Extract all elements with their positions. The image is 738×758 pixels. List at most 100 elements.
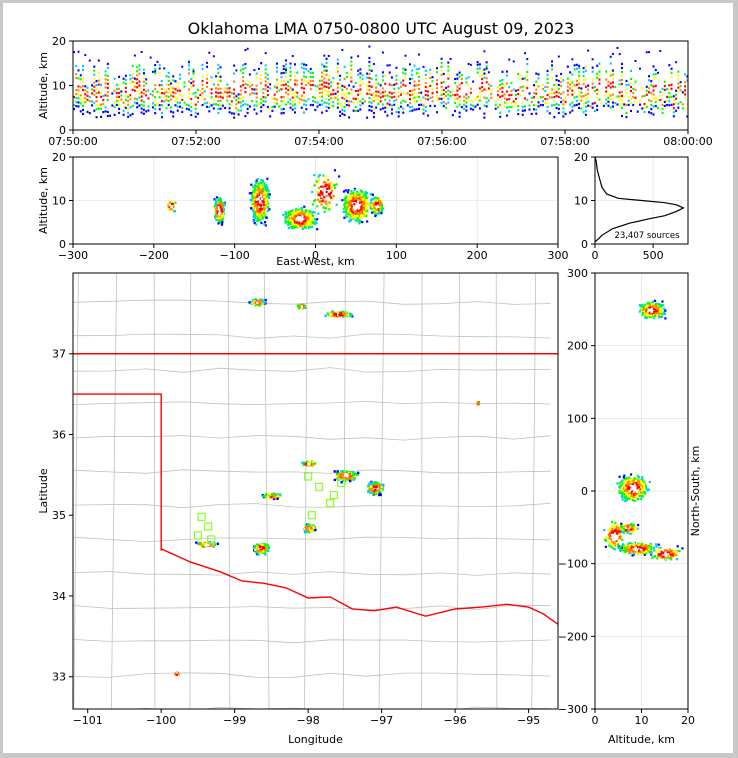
source-point (321, 79, 324, 82)
source-point (230, 92, 233, 95)
source-point (333, 169, 337, 172)
time-column (221, 92, 224, 107)
source-point (298, 305, 301, 308)
source-point (348, 104, 351, 107)
source-point (289, 218, 292, 222)
source-point (217, 103, 220, 107)
source-point (487, 71, 490, 74)
source-point (210, 76, 213, 79)
source-point (321, 71, 324, 74)
source-point (440, 65, 443, 68)
source-point (375, 199, 378, 202)
source-point (79, 98, 82, 101)
time-column (564, 96, 567, 116)
source-point (553, 99, 556, 103)
source-point (546, 101, 549, 105)
source-point (670, 95, 673, 98)
source-point (336, 82, 339, 85)
source-point (332, 97, 335, 100)
source-point (93, 77, 96, 80)
source-point (483, 88, 486, 91)
time-column (591, 58, 594, 109)
source-point (327, 74, 330, 77)
source-point (264, 88, 267, 91)
source-point (346, 200, 350, 203)
source-point (301, 461, 304, 464)
source-point (171, 202, 174, 206)
source-point (212, 99, 215, 102)
source-point (255, 100, 258, 103)
time-column (627, 83, 630, 106)
source-point (264, 80, 267, 83)
source-point (327, 86, 330, 89)
source-point (447, 77, 450, 80)
time-column (181, 65, 184, 114)
source-point (557, 111, 560, 115)
source-point (368, 64, 371, 68)
source-point (311, 190, 314, 194)
time-column (318, 79, 321, 106)
source-point (324, 207, 328, 210)
source-point (611, 73, 614, 76)
source-point (684, 89, 687, 92)
source-point (508, 58, 511, 61)
source-point (429, 104, 432, 108)
source-point (578, 64, 581, 67)
source-point (75, 76, 78, 80)
source-point (75, 97, 78, 100)
time-column (404, 54, 407, 103)
time-column (316, 85, 319, 108)
source-point (598, 78, 601, 81)
source-point (346, 207, 349, 210)
time-column (510, 81, 513, 109)
source-point (220, 206, 224, 209)
source-point (253, 88, 256, 91)
source-point (284, 75, 287, 78)
time-column (569, 71, 572, 114)
source-point (206, 85, 209, 88)
source-point (256, 205, 259, 208)
source-point (259, 197, 262, 200)
source-point (305, 64, 308, 67)
source-point (393, 103, 396, 106)
source-point (634, 100, 637, 103)
source-point (77, 89, 80, 92)
figure-title: Oklahoma LMA 0750-0800 UTC August 09, 20… (188, 19, 575, 38)
time-column (303, 63, 306, 114)
source-point (185, 103, 188, 106)
source-point (306, 222, 309, 225)
source-point (313, 211, 316, 214)
source-point (344, 202, 347, 205)
source-point (267, 192, 270, 196)
source-point (378, 212, 381, 215)
source-point (469, 99, 472, 102)
source-point (233, 80, 236, 83)
source-point (339, 110, 342, 113)
source-point (447, 101, 450, 104)
source-point (280, 76, 283, 79)
source-point (252, 215, 255, 218)
source-point (341, 312, 345, 315)
source-point (131, 72, 134, 76)
source-point (201, 95, 204, 99)
source-point (255, 219, 258, 222)
source-point (140, 103, 143, 106)
source-point (348, 215, 351, 218)
source-point (508, 98, 511, 101)
source-point (257, 67, 260, 70)
source-point (265, 184, 268, 187)
source-point (221, 92, 224, 95)
source-point (427, 94, 430, 97)
source-point (174, 201, 177, 204)
county-line (263, 273, 270, 709)
source-point (261, 217, 264, 220)
source-point (167, 208, 170, 211)
source-point (546, 81, 549, 85)
source-point (411, 77, 414, 80)
source-point (677, 78, 680, 81)
source-point (445, 94, 448, 97)
x-tick-label: 08:00:00 (663, 135, 712, 148)
source-point (386, 106, 389, 109)
source-point (323, 77, 326, 80)
source-point (293, 79, 296, 82)
